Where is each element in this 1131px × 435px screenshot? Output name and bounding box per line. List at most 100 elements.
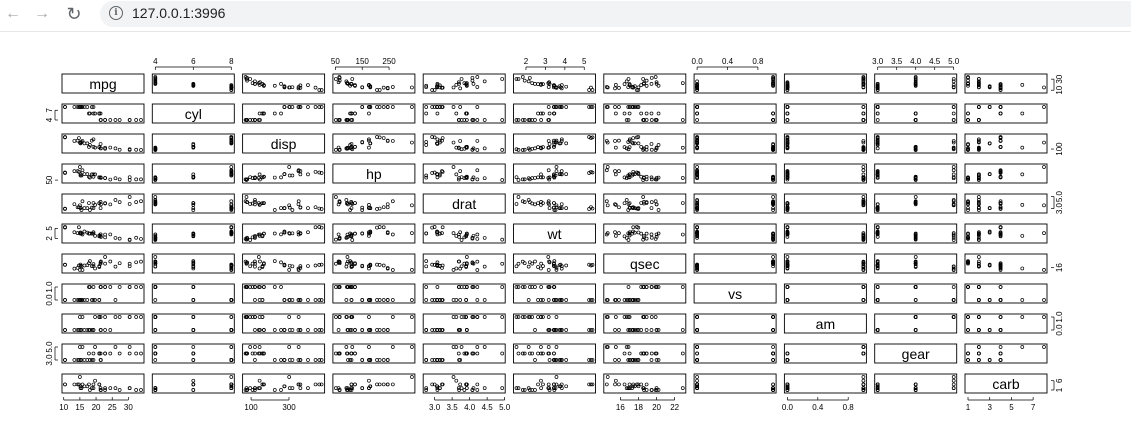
- data-point: [546, 268, 551, 272]
- data-point: [861, 146, 866, 151]
- panel-am-vs-wt: [513, 313, 596, 334]
- data-point: [337, 118, 342, 122]
- data-point: [785, 231, 790, 236]
- tick-label: 3.0: [45, 354, 54, 366]
- data-point: [547, 358, 552, 362]
- panel-qsec-vs-drat: [422, 253, 506, 274]
- data-point: [627, 351, 632, 356]
- data-point: [127, 315, 132, 319]
- data-point: [861, 382, 866, 387]
- data-point: [977, 351, 981, 356]
- panel-frame: [61, 73, 145, 94]
- data-point: [262, 201, 266, 205]
- data-point: [539, 345, 543, 349]
- data-point: [272, 388, 277, 392]
- data-point: [127, 118, 132, 122]
- data-point: [613, 345, 618, 349]
- data-point: [77, 169, 81, 174]
- data-point: [630, 386, 634, 390]
- data-point: [998, 315, 1003, 319]
- data-point: [97, 111, 102, 116]
- data-point: [334, 315, 338, 319]
- data-point: [624, 118, 629, 122]
- axis-top-gear: 3.0 3.5 4.0 4.5 5.0: [872, 57, 960, 70]
- data-point: [80, 315, 85, 319]
- data-point: [191, 233, 196, 238]
- data-point: [258, 118, 262, 122]
- data-point: [462, 235, 467, 240]
- data-point: [951, 268, 956, 272]
- data-point: [346, 259, 350, 264]
- data-point: [243, 315, 248, 319]
- data-point: [139, 315, 143, 319]
- data-point: [432, 170, 437, 175]
- data-point: [191, 351, 196, 356]
- panel-gear-vs-disp: [242, 343, 326, 364]
- data-point: [546, 351, 551, 356]
- data-point: [139, 148, 143, 152]
- data-point: [875, 231, 880, 236]
- panel-gear-vs-wt: [513, 343, 596, 364]
- data-point: [127, 351, 132, 356]
- tick-label: 0.0: [45, 294, 54, 306]
- data-point: [771, 255, 775, 259]
- url-text[interactable]: 127.0.0.1:3996: [132, 5, 226, 21]
- data-point: [785, 118, 790, 122]
- data-point: [875, 105, 880, 109]
- data-point: [951, 382, 956, 387]
- data-point: [977, 198, 981, 202]
- data-point: [153, 233, 158, 238]
- panel-vs-vs-am: [783, 283, 867, 304]
- data-point: [554, 315, 559, 319]
- panel-hp-vs-drat: [422, 163, 506, 184]
- data-point: [319, 88, 324, 92]
- data-point: [385, 202, 390, 207]
- arrow-left-icon[interactable]: ←: [5, 5, 21, 22]
- panel-frame: [783, 163, 867, 184]
- panel-frame: [61, 103, 145, 124]
- data-point: [337, 75, 342, 79]
- data-point: [951, 231, 956, 236]
- data-point: [88, 175, 92, 180]
- data-point: [103, 351, 107, 356]
- data-point: [103, 255, 107, 259]
- reload-icon[interactable]: ↻: [66, 3, 82, 24]
- data-point: [248, 345, 252, 349]
- axis-top-vs: 0.0 0.4 0.8: [692, 57, 764, 70]
- data-point: [108, 259, 113, 264]
- address-bar[interactable]: i 127.0.0.1:3996: [100, 1, 1131, 27]
- panel-frame: [964, 193, 1048, 214]
- info-icon[interactable]: i: [109, 6, 123, 20]
- data-point: [514, 285, 519, 289]
- data-point: [462, 261, 467, 266]
- data-point: [552, 285, 556, 289]
- data-point: [85, 298, 90, 302]
- data-point: [536, 82, 540, 86]
- panel-vs-vs-qsec: [603, 283, 687, 304]
- panel-am-vs-qsec: [603, 313, 687, 334]
- data-point: [454, 83, 459, 87]
- panel-am-vs-disp: [242, 313, 326, 334]
- data-point: [245, 388, 249, 392]
- data-point: [861, 75, 866, 79]
- data-point: [256, 386, 261, 390]
- data-point: [771, 259, 775, 264]
- data-point: [951, 232, 956, 237]
- data-point: [695, 111, 699, 116]
- data-point: [410, 315, 414, 319]
- data-point: [624, 386, 629, 390]
- data-point: [516, 118, 521, 122]
- axis-bottom-drat: 3.0 3.5 4.0 4.5 5.0: [429, 397, 511, 412]
- data-point: [951, 378, 956, 383]
- data-point: [88, 388, 92, 392]
- data-point: [605, 203, 610, 208]
- panel-frame: [874, 193, 958, 214]
- tick-label: 250: [382, 57, 396, 66]
- panel-carb-vs-mpg: [61, 373, 145, 394]
- data-point: [91, 386, 96, 390]
- data-point: [605, 345, 610, 349]
- data-point: [113, 298, 118, 302]
- tick-label: 2: [524, 57, 529, 66]
- panel-frame: [693, 103, 777, 124]
- arrow-right-icon[interactable]: →: [34, 5, 50, 22]
